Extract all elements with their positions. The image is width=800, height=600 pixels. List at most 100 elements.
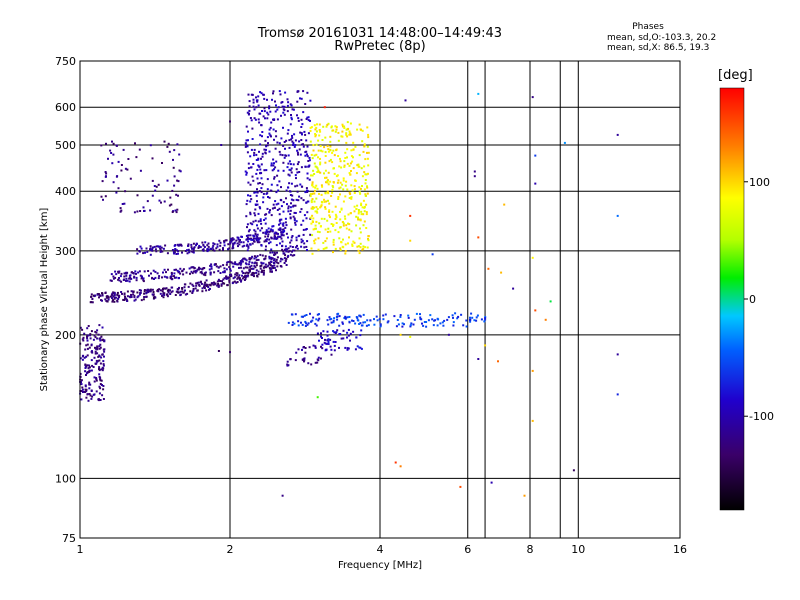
echo-point <box>361 206 364 209</box>
echo-point <box>296 149 299 152</box>
echo-point <box>203 273 206 276</box>
echo-point <box>329 158 332 161</box>
echo-point <box>429 314 432 317</box>
echo-point <box>432 324 435 327</box>
echo-point <box>80 379 83 382</box>
echo-point <box>107 298 110 301</box>
echo-point <box>118 296 120 299</box>
echo-point <box>298 140 301 143</box>
echo-point <box>183 286 186 289</box>
echo-point <box>251 238 254 241</box>
echo-point <box>133 296 136 299</box>
echo-point <box>209 284 212 287</box>
echo-point <box>204 271 207 274</box>
echo-point <box>290 171 293 174</box>
echo-point <box>475 319 478 322</box>
echo-point <box>202 248 205 251</box>
echo-point <box>257 164 260 167</box>
echo-point <box>111 292 114 295</box>
echo-point <box>310 193 313 195</box>
echo-point <box>318 129 321 131</box>
echo-point <box>310 207 313 210</box>
echo-point <box>357 211 360 213</box>
echo-point <box>347 213 350 216</box>
echo-point <box>253 255 256 258</box>
echo-point <box>256 100 259 103</box>
echo-point <box>261 152 264 155</box>
echo-point <box>266 117 269 120</box>
legend-title: Phases <box>632 22 664 32</box>
echo-point <box>284 91 287 94</box>
echo-point <box>91 395 94 398</box>
echo-point <box>263 265 266 268</box>
echo-point <box>352 167 355 170</box>
echo-point <box>351 160 354 163</box>
echo-point <box>316 332 319 335</box>
echo-point <box>297 199 300 202</box>
echo-point <box>286 110 289 113</box>
echo-point <box>441 321 444 324</box>
echo-point <box>399 465 402 468</box>
echo-point <box>119 210 122 213</box>
echo-point <box>312 344 315 347</box>
echo-point <box>103 350 106 353</box>
echo-point <box>534 309 537 312</box>
echo-point <box>291 246 294 248</box>
echo-point <box>166 252 169 255</box>
echo-point <box>285 257 288 260</box>
echo-point <box>96 329 99 332</box>
echo-point <box>268 261 271 264</box>
echo-point <box>211 246 214 249</box>
echo-point <box>174 209 177 212</box>
echo-point <box>271 98 273 101</box>
echo-point <box>280 205 283 208</box>
echo-point <box>351 319 353 322</box>
echo-point <box>476 314 479 317</box>
echo-point <box>139 169 142 172</box>
echo-point <box>132 272 135 275</box>
echo-point <box>312 316 315 319</box>
echo-point <box>340 240 343 243</box>
echo-point <box>253 265 256 267</box>
echo-point <box>311 214 314 217</box>
echo-point <box>348 316 351 318</box>
echo-point <box>170 286 173 289</box>
echo-point <box>325 125 328 128</box>
echo-point <box>81 388 84 391</box>
echo-point <box>93 376 96 379</box>
echo-point <box>268 150 271 153</box>
echo-point <box>143 289 146 291</box>
echo-point <box>344 346 347 349</box>
echo-point <box>338 237 341 240</box>
echo-point <box>308 178 311 181</box>
echo-point <box>255 153 258 156</box>
echo-point <box>98 369 101 372</box>
echo-point <box>201 272 204 275</box>
echo-point <box>254 219 257 222</box>
echo-point <box>344 315 347 318</box>
echo-point <box>270 183 273 186</box>
echo-point <box>99 343 102 346</box>
echo-point <box>314 135 317 138</box>
echo-point <box>282 108 285 111</box>
echo-point <box>220 284 223 287</box>
echo-point <box>87 325 90 327</box>
echo-point <box>487 267 490 270</box>
echo-point <box>350 170 352 172</box>
echo-point <box>98 392 101 395</box>
echo-point <box>256 200 258 203</box>
echo-point <box>298 148 301 151</box>
echo-point <box>328 210 331 213</box>
echo-point <box>342 188 345 191</box>
echo-point <box>276 118 279 121</box>
echo-point <box>273 138 275 141</box>
echo-point <box>344 217 347 220</box>
echo-point <box>306 211 309 214</box>
echo-point <box>255 96 257 99</box>
echo-point <box>218 279 221 282</box>
echo-point <box>244 272 247 275</box>
echo-point <box>125 274 128 277</box>
echo-point <box>109 279 112 282</box>
echo-point <box>212 283 215 286</box>
echo-point <box>342 222 345 225</box>
